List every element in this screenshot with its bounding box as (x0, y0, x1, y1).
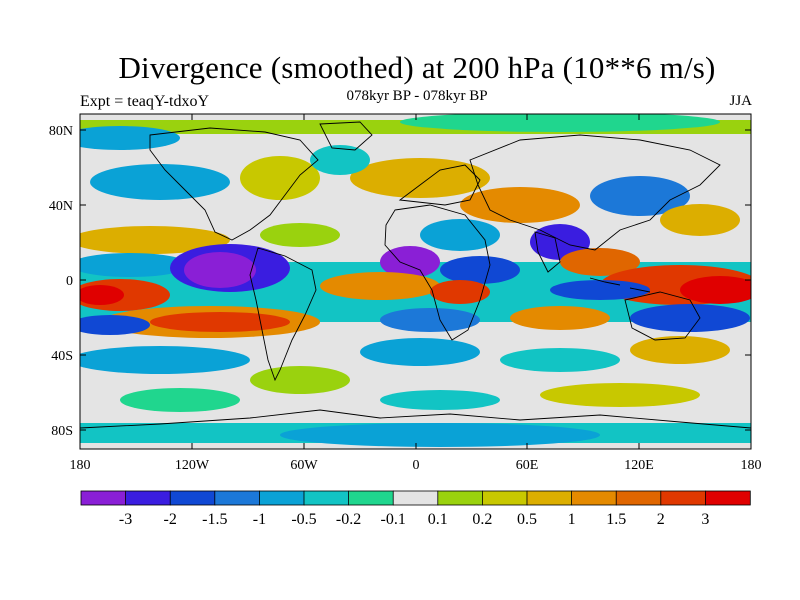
colorbar-swatch (437, 490, 484, 506)
colorbar: -3 -2 -1.5 -1 -0.5 -0.2 -0.1 0.1 0.2 0.5 1 1.5 2 3 (80, 490, 751, 528)
colorbar-label: 1 (568, 511, 576, 528)
colorbar-label: 0.1 (428, 511, 448, 528)
colorbar-swatch (348, 490, 394, 506)
colorbar-label: -3 (119, 511, 132, 528)
colorbar-swatch (571, 490, 617, 506)
map-subtitle: 078kyr BP - 078kyr BP (346, 88, 488, 104)
colorbar-swatch (214, 490, 261, 506)
colorbar-label: 1.5 (606, 511, 626, 528)
lat-axis (80, 129, 751, 431)
colorbar-swatch (80, 490, 127, 506)
coastlines (80, 121, 751, 429)
lon-tick-label: 120E (624, 458, 654, 473)
lon-axis (79, 114, 752, 449)
colorbar-swatch (615, 490, 662, 506)
lat-tick-label: 40S (51, 349, 73, 364)
colorbar-swatch (258, 490, 305, 506)
colorbar-label: -0.1 (381, 511, 406, 528)
lat-tick-label: 40N (49, 199, 73, 214)
colorbar-swatch (303, 490, 350, 506)
colorbar-swatch (392, 490, 439, 506)
lat-tick-label: 80N (49, 124, 73, 139)
colorbar-swatch (526, 490, 573, 506)
lat-tick-label: 0 (66, 274, 73, 289)
colorbar-label: 2 (657, 511, 665, 528)
lon-tick-label: 120W (175, 458, 210, 473)
colorbar-swatch (660, 490, 707, 506)
colorbar-swatch (705, 490, 751, 506)
colorbar-swatch (169, 490, 216, 506)
colorbar-swatch (125, 490, 171, 506)
lon-tick-label: 180 (70, 458, 91, 473)
colorbar-label: -2 (164, 511, 177, 528)
map-field (80, 114, 751, 449)
colorbar-label: -1 (253, 511, 266, 528)
experiment-label: Expt = teaqY-tdxoY (80, 93, 209, 110)
colorbar-label: 0.2 (472, 511, 492, 528)
colorbar-swatch (481, 490, 528, 506)
colorbar-label: 0.5 (517, 511, 537, 528)
colorbar-label: 3 (701, 511, 709, 528)
season-label: JJA (729, 93, 752, 109)
colorbar-label: -0.5 (291, 511, 316, 528)
lon-tick-label: 60W (290, 458, 318, 473)
lon-tick-label: 60E (516, 458, 539, 473)
lon-tick-label: 180 (741, 458, 762, 473)
map-title: Divergence (smoothed) at 200 hPa (10**6 … (118, 50, 716, 85)
colorbar-label: -0.2 (336, 511, 361, 528)
colorbar-label: -1.5 (202, 511, 227, 528)
lon-tick-label: 0 (413, 458, 420, 473)
lat-tick-label: 80S (51, 424, 73, 439)
